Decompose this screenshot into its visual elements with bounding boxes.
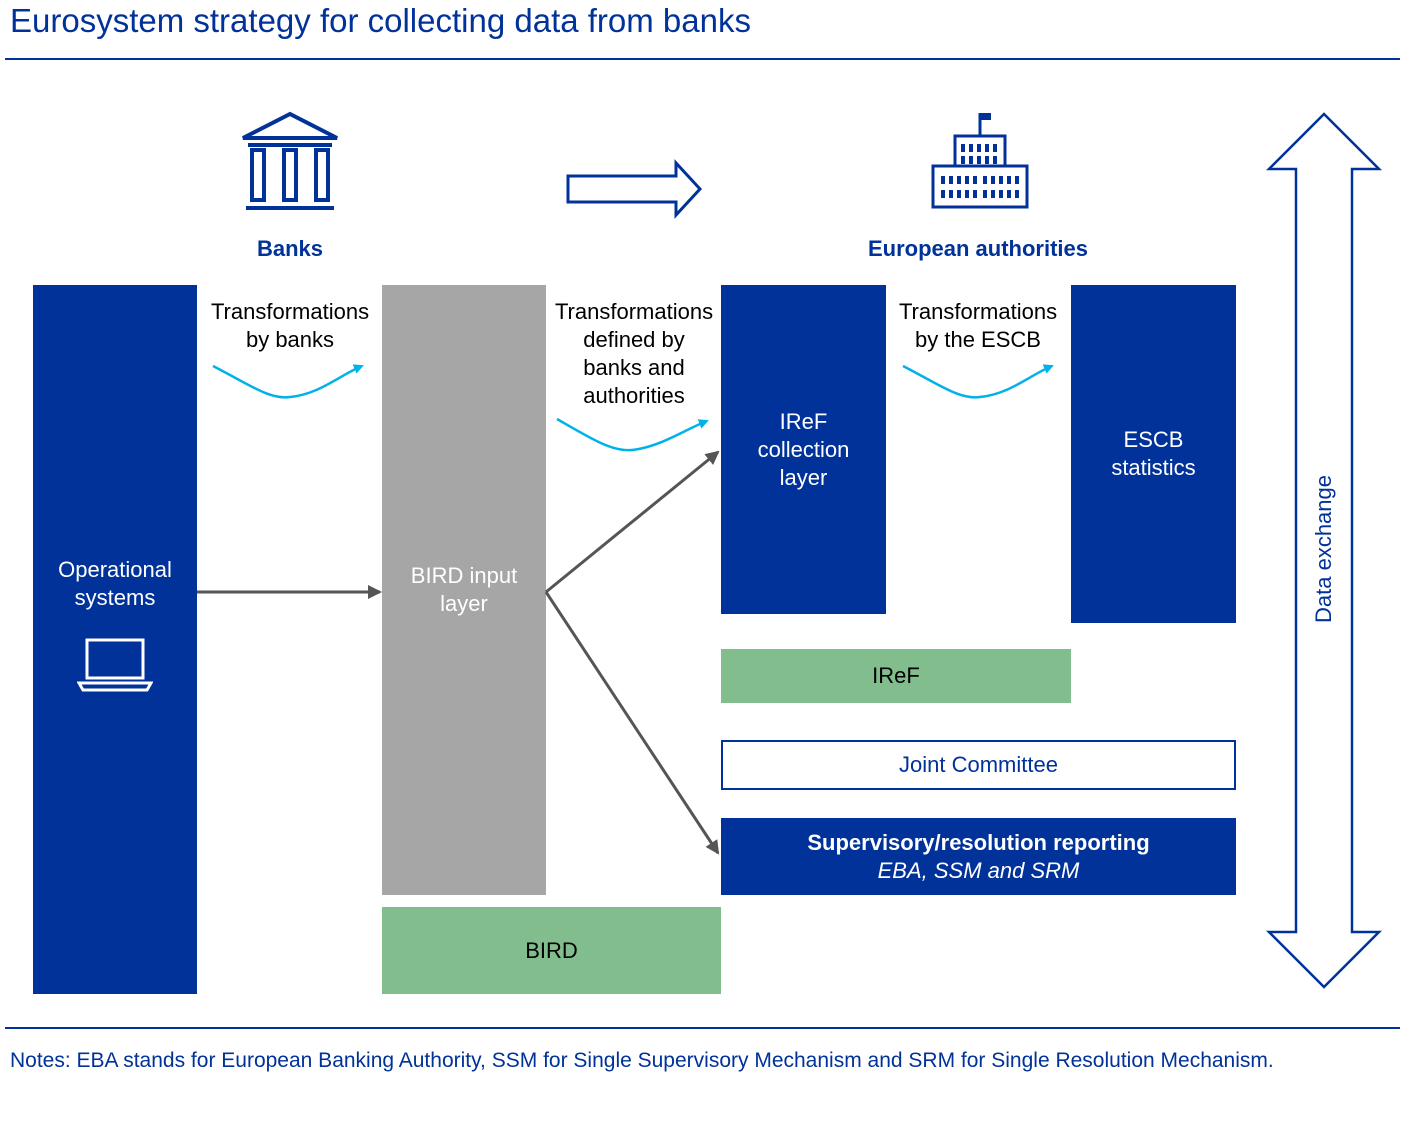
bottom-divider bbox=[5, 1027, 1400, 1029]
page-title: Eurosystem strategy for collecting data … bbox=[10, 2, 751, 39]
iref-collection-layer-label: IReF collection layer bbox=[757, 408, 850, 490]
transformations-defined-label: Transformations defined by banks and aut… bbox=[554, 299, 714, 408]
joint-committee-box: Joint Committee bbox=[721, 740, 1236, 790]
transformations-by-escb-label: Transformations by the ESCB bbox=[898, 299, 1058, 352]
bank-building-icon bbox=[242, 111, 338, 210]
transformation-curve-2 bbox=[556, 417, 709, 452]
operational-systems-box: Operational systems bbox=[33, 285, 197, 994]
right-arrow-icon bbox=[566, 159, 703, 219]
flow-arrow-bird-to-supervisory bbox=[544, 591, 720, 855]
bird-input-layer-box: BIRD input layer bbox=[382, 285, 546, 895]
flow-arrow-bird-to-iref bbox=[545, 450, 720, 594]
supervisory-reporting-box: Supervisory/resolution reporting EBA, SS… bbox=[721, 818, 1236, 895]
supervisory-reporting-subtitle: EBA, SSM and SRM bbox=[877, 857, 1080, 883]
banks-heading: Banks bbox=[256, 236, 324, 261]
escb-statistics-box: ESCB statistics bbox=[1071, 285, 1236, 623]
bird-input-layer-label: BIRD input layer bbox=[410, 563, 518, 616]
laptop-icon bbox=[77, 638, 153, 692]
top-divider bbox=[5, 58, 1400, 60]
transformations-by-banks-label: Transformations by banks bbox=[210, 299, 370, 352]
double-arrow-icon bbox=[1265, 112, 1383, 989]
supervisory-reporting-title: Supervisory/resolution reporting bbox=[807, 829, 1150, 855]
authority-building-icon bbox=[931, 113, 1029, 209]
operational-systems-label: Operational systems bbox=[58, 557, 172, 610]
transformation-curve-1 bbox=[212, 364, 364, 399]
iref-box: IReF bbox=[721, 649, 1071, 703]
bird-box: BIRD bbox=[382, 907, 721, 994]
iref-collection-layer-box: IReF collection layer bbox=[721, 285, 886, 614]
authorities-heading: European authorities bbox=[867, 236, 1089, 261]
escb-statistics-label: ESCB statistics bbox=[1111, 427, 1196, 480]
data-exchange-label: Data exchange bbox=[1311, 475, 1336, 623]
transformation-curve-3 bbox=[902, 364, 1054, 399]
notes-text: Notes: EBA stands for European Banking A… bbox=[10, 1049, 1274, 1072]
